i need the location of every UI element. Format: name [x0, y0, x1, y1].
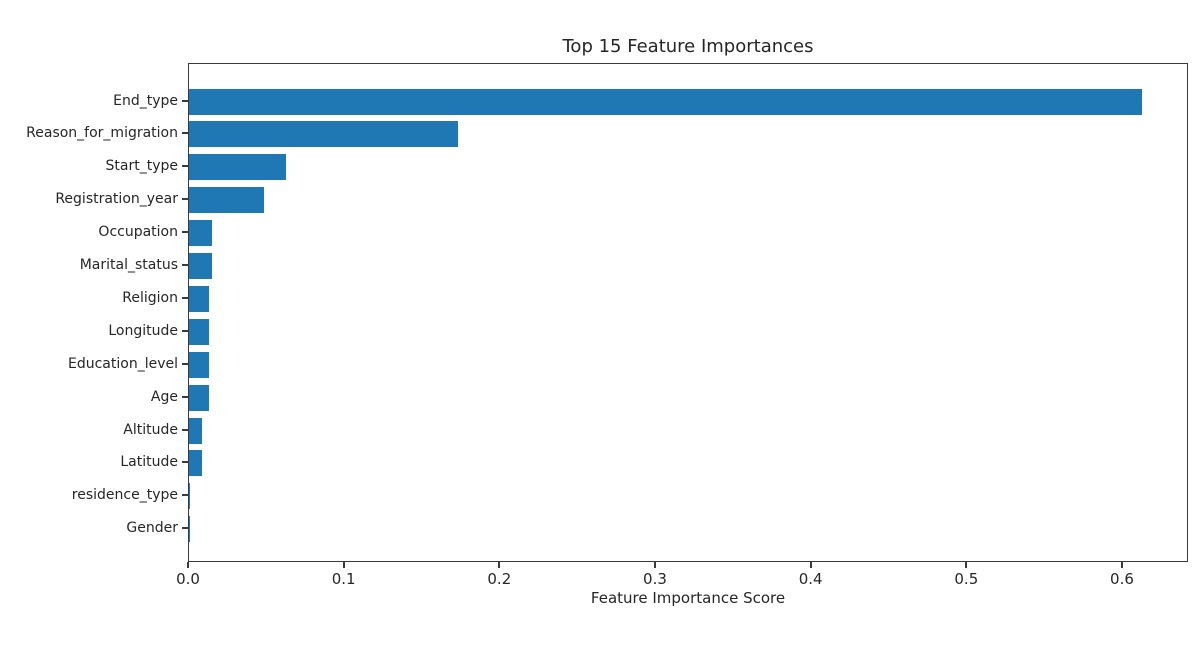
y-tick-label: End_type [113, 92, 178, 109]
bar-altitude [189, 417, 203, 444]
plot-area [188, 63, 1188, 562]
x-tick-mark [498, 562, 501, 568]
x-tick-label: 0.1 [331, 570, 356, 588]
bar-registration_year [189, 187, 264, 214]
bar-start_type [189, 154, 286, 181]
y-tick-label: Latitude [120, 454, 178, 471]
y-tick-mark [182, 231, 188, 234]
bar-age [189, 384, 210, 411]
y-tick-label: Reason_for_migration [26, 125, 178, 142]
y-tick-label: Longitude [108, 322, 178, 339]
bar-religion [189, 285, 210, 312]
y-tick-mark [182, 198, 188, 201]
bar-longitude [189, 318, 210, 345]
y-tick-mark [182, 395, 188, 398]
x-tick-label: 0.3 [643, 570, 667, 588]
y-tick-label: Religion [122, 289, 178, 306]
y-tick-mark [182, 494, 188, 497]
y-tick-mark [182, 99, 188, 102]
y-tick-label: Marital_status [79, 257, 178, 273]
bar-reason_for_migration [189, 121, 459, 148]
x-tick-mark [965, 562, 968, 568]
x-tick-label: 0.5 [954, 570, 979, 588]
x-tick-label: 0.0 [176, 570, 200, 588]
bar-residence_type [189, 483, 191, 510]
bar-occupation [189, 220, 212, 247]
bar-latitude [189, 450, 203, 477]
y-tick-mark [182, 362, 188, 365]
x-tick-label: 0.6 [1110, 570, 1134, 588]
bar-gender [189, 516, 190, 543]
x-tick-mark [653, 562, 656, 568]
bar-end_type [189, 88, 1142, 115]
y-tick-label: residence_type [71, 487, 178, 504]
y-tick-label: Altitude [123, 421, 178, 438]
y-tick-mark [182, 461, 188, 464]
chart-title: Top 15 Feature Importances [562, 36, 814, 57]
y-tick-mark [182, 428, 188, 431]
y-tick-label: Gender [126, 520, 178, 537]
x-tick-mark [342, 562, 345, 568]
y-tick-mark [182, 165, 188, 168]
x-tick-label: 0.4 [798, 570, 823, 588]
y-tick-mark [182, 264, 188, 266]
y-tick-mark [182, 132, 188, 135]
y-tick-mark [182, 527, 188, 530]
y-tick-label: Education_level [68, 355, 178, 372]
x-axis-label: Feature Importance Score [590, 589, 786, 607]
y-tick-label: Registration_year [55, 191, 178, 208]
y-tick-label: Start_type [105, 158, 178, 175]
y-tick-label: Age [150, 388, 178, 405]
y-tick-label: Occupation [98, 224, 178, 241]
y-tick-mark [182, 329, 188, 332]
x-tick-mark [187, 562, 189, 568]
bar-education_level [189, 351, 210, 378]
y-tick-mark [182, 296, 188, 299]
bar-marital_status [189, 253, 213, 279]
x-tick-mark [1120, 562, 1123, 568]
x-tick-label: 0.2 [487, 570, 512, 588]
x-tick-mark [809, 562, 812, 568]
